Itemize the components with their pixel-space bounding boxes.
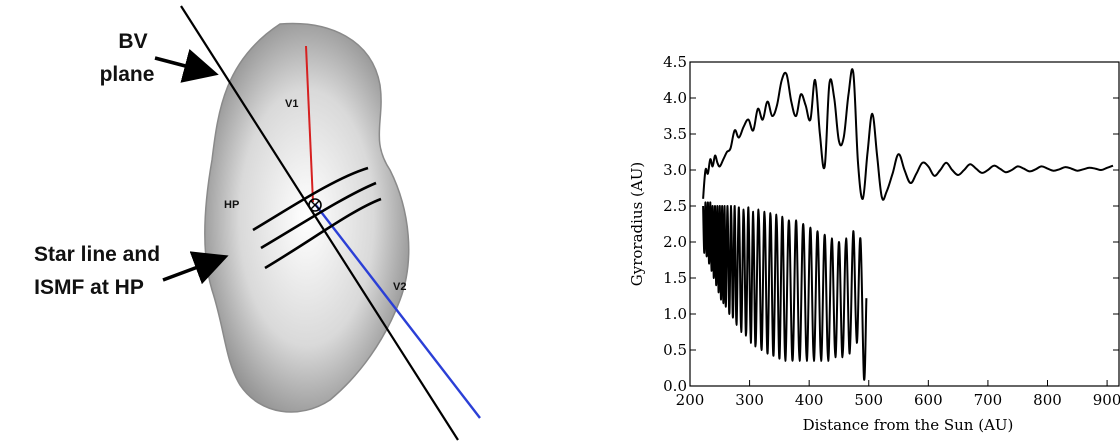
y-tick-label: 4.0 — [663, 89, 687, 107]
ismf-line-top — [252, 166, 369, 232]
heliosphere-diagram: V1 V2 HP BV plane Star line and ISMF at … — [34, 5, 481, 441]
v2-vector — [314, 203, 481, 419]
bv-plane-callout-line2: plane — [100, 63, 155, 86]
star-direction-marker — [308, 198, 322, 212]
x-tick-label: 200 — [676, 391, 705, 409]
gyroradius-chart: 200 300 400 500 600 700 800 900 0.0 0.5 1.0 1.5 2.0… — [628, 53, 1120, 434]
y-axis-label: Gyroradius (AU) — [628, 162, 646, 286]
plot-frame — [689, 61, 1120, 387]
x-tick-label: 300 — [735, 391, 764, 409]
y-tick-label: 2.5 — [663, 197, 687, 215]
series-line-upper — [702, 68, 1114, 201]
star-line-callout-line1: Star line and — [34, 243, 160, 266]
x-tick-label: 500 — [854, 391, 883, 409]
v1-vector — [305, 45, 314, 203]
x-tick-label: 900 — [1093, 391, 1120, 409]
series-layer — [702, 68, 1114, 381]
x-tick-label: 800 — [1033, 391, 1062, 409]
series-line-lower — [702, 201, 868, 381]
y-tick-layer: 0.0 0.5 1.0 1.5 2.0 2.5 3.0 3.5 4.0 4.5 — [663, 53, 1119, 395]
hp-label: HP — [224, 199, 239, 211]
x-tick-label: 600 — [914, 391, 943, 409]
y-tick-label: 4.5 — [663, 53, 687, 71]
star-line-arrow — [162, 251, 229, 285]
y-tick-label: 1.0 — [663, 305, 687, 323]
v2-label: V2 — [393, 281, 406, 293]
ismf-line-bottom — [264, 197, 382, 270]
y-tick-label: 2.0 — [663, 233, 687, 251]
x-axis-label: Distance from the Sun (AU) — [803, 416, 1014, 434]
x-tick-label: 400 — [795, 391, 824, 409]
y-tick-label: 0.0 — [663, 377, 687, 395]
y-tick-label: 3.5 — [663, 125, 687, 143]
bv-plane-arrow — [154, 48, 219, 83]
y-tick-label: 0.5 — [663, 341, 687, 359]
ismf-line-middle — [260, 181, 377, 250]
y-tick-label: 1.5 — [663, 269, 687, 287]
y-tick-label: 3.0 — [663, 161, 687, 179]
star-line-callout-line2: ISMF at HP — [34, 276, 144, 299]
x-tick-layer: 200 300 400 500 600 700 800 900 — [676, 380, 1120, 409]
v1-label: V1 — [285, 98, 298, 110]
x-tick-label: 700 — [974, 391, 1003, 409]
bv-plane-line — [180, 5, 459, 441]
bv-plane-callout-line1: BV — [118, 30, 147, 53]
heliopause-shape — [204, 22, 410, 413]
